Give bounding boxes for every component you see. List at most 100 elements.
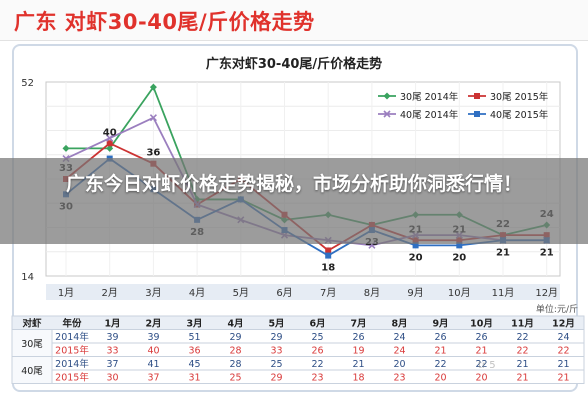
table-value-cell: 21 <box>352 359 364 370</box>
table-value-cell: 24 <box>557 332 569 343</box>
series-marker <box>325 247 332 254</box>
table-value-cell: 29 <box>229 332 241 343</box>
data-label: 20 <box>409 252 423 263</box>
table-value-cell: 20 <box>475 373 487 384</box>
table-value-cell: 26 <box>311 346 323 357</box>
table-value-cell: 23 <box>393 373 405 384</box>
table-value-cell: 40 <box>147 346 159 357</box>
series-marker <box>383 110 391 118</box>
x-tick-label: 6月 <box>276 287 292 299</box>
table-value-cell: 18 <box>352 373 364 384</box>
table-header-cell: 对虾 <box>22 318 42 330</box>
table-year-cell: 2015年 <box>55 372 89 384</box>
table-value-cell: 26 <box>475 332 487 343</box>
table-header-cell: 年份 <box>62 318 82 330</box>
series-marker <box>474 93 480 99</box>
table-value-cell: 22 <box>557 346 569 357</box>
series-marker <box>383 92 391 100</box>
table-value-cell: 37 <box>147 373 159 384</box>
table-value-cell: 19 <box>352 346 364 357</box>
table-value-cell: 30 <box>106 373 118 384</box>
x-tick-label: 3月 <box>145 287 161 299</box>
table-header-cell: 5月 <box>268 319 284 330</box>
chart-title: 广东对虾30-40尾/斤价格走势 <box>206 56 382 72</box>
table-value-cell: 33 <box>270 346 282 357</box>
series-marker <box>456 242 463 249</box>
table-value-cell: 25 <box>229 373 241 384</box>
table-value-cell: 39 <box>147 332 159 343</box>
table-value-cell: 28 <box>229 359 241 370</box>
table-header-cell: 1月 <box>104 319 120 330</box>
table-value-cell: 21 <box>516 373 528 384</box>
x-tick-label: 1月 <box>58 287 74 299</box>
x-tick-label: 10月 <box>448 287 471 299</box>
table-value-cell: 22 <box>311 359 323 370</box>
table-value-cell: 21 <box>434 346 446 357</box>
table-value-cell: 26 <box>434 332 446 343</box>
table-group-label: 30尾 <box>21 339 43 350</box>
series-marker <box>474 111 480 117</box>
table-value-cell: 37 <box>106 359 118 370</box>
table-value-cell: 51 <box>188 332 200 343</box>
table-header-cell: 3月 <box>186 319 202 330</box>
table-value-cell: 21 <box>475 346 487 357</box>
table-value-cell: 22 <box>516 332 528 343</box>
table-header-cell: 11月 <box>511 319 534 330</box>
data-label: 21 <box>496 247 510 258</box>
data-label: 20 <box>452 252 466 263</box>
table-value-cell: 22 <box>475 359 487 370</box>
table-value-cell: 24 <box>393 346 405 357</box>
x-tick-label: 5月 <box>233 287 249 299</box>
table-value-cell: 20 <box>434 373 446 384</box>
table-value-cell: 25 <box>311 332 323 343</box>
table-value-cell: 20 <box>393 359 405 370</box>
table-year-cell: 2014年 <box>55 358 89 370</box>
legend-label: 30尾 2015年 <box>490 91 549 103</box>
legend-label: 40尾 2015年 <box>490 109 549 121</box>
x-tick-label: 4月 <box>189 287 205 299</box>
x-tick-label: 8月 <box>364 287 380 299</box>
table-value-cell: 26 <box>352 332 364 343</box>
table-header-cell: 2月 <box>145 319 161 330</box>
table-row <box>51 369 585 384</box>
table-value-cell: 22 <box>516 346 528 357</box>
data-label: 40 <box>103 127 117 138</box>
series-marker <box>149 114 157 122</box>
table-header-cell: 10月 <box>470 319 493 330</box>
x-tick-label: 7月 <box>320 287 336 299</box>
table-value-cell: 29 <box>270 332 282 343</box>
x-axis-band <box>46 284 560 300</box>
table-year-cell: 2015年 <box>55 345 89 357</box>
table-value-cell: 23 <box>311 373 323 384</box>
header-title: 广东 对虾30-40尾/斤价格走势 <box>14 10 315 34</box>
table-value-cell: 45 <box>188 359 200 370</box>
table-value-cell: 29 <box>270 373 282 384</box>
table-value-cell: 21 <box>557 359 569 370</box>
legend-label: 40尾 2014年 <box>400 109 459 121</box>
series-marker <box>325 252 332 259</box>
series-marker <box>106 140 113 147</box>
table-header-cell: 9月 <box>432 319 448 330</box>
legend-label: 30尾 2014年 <box>400 91 459 103</box>
table-value-cell: 41 <box>147 359 159 370</box>
table-value-cell: 39 <box>106 332 118 343</box>
header-bar: 广东 对虾30-40尾/斤价格走势 <box>0 0 588 41</box>
table-value-cell: 22 <box>434 359 446 370</box>
table-value-cell: 36 <box>188 346 200 357</box>
data-label: 36 <box>146 148 160 159</box>
table-value-cell: 24 <box>393 332 405 343</box>
table-header-cell: 6月 <box>309 319 325 330</box>
data-label: 18 <box>321 263 335 274</box>
x-tick-label: 2月 <box>102 287 118 299</box>
watermark: tr 5 <box>478 360 496 371</box>
series-marker <box>106 144 114 152</box>
table-header-cell: 8月 <box>391 319 407 330</box>
table-header-row <box>11 315 585 330</box>
table-year-cell: 2014年 <box>55 331 89 343</box>
table-value-cell: 21 <box>557 373 569 384</box>
unit-label: 单位:元/斤 <box>536 303 578 315</box>
table-value-cell: 25 <box>270 359 282 370</box>
table-header-cell: 12月 <box>552 319 575 330</box>
x-tick-label: 9月 <box>407 287 423 299</box>
table-group-label: 40尾 <box>21 366 43 377</box>
